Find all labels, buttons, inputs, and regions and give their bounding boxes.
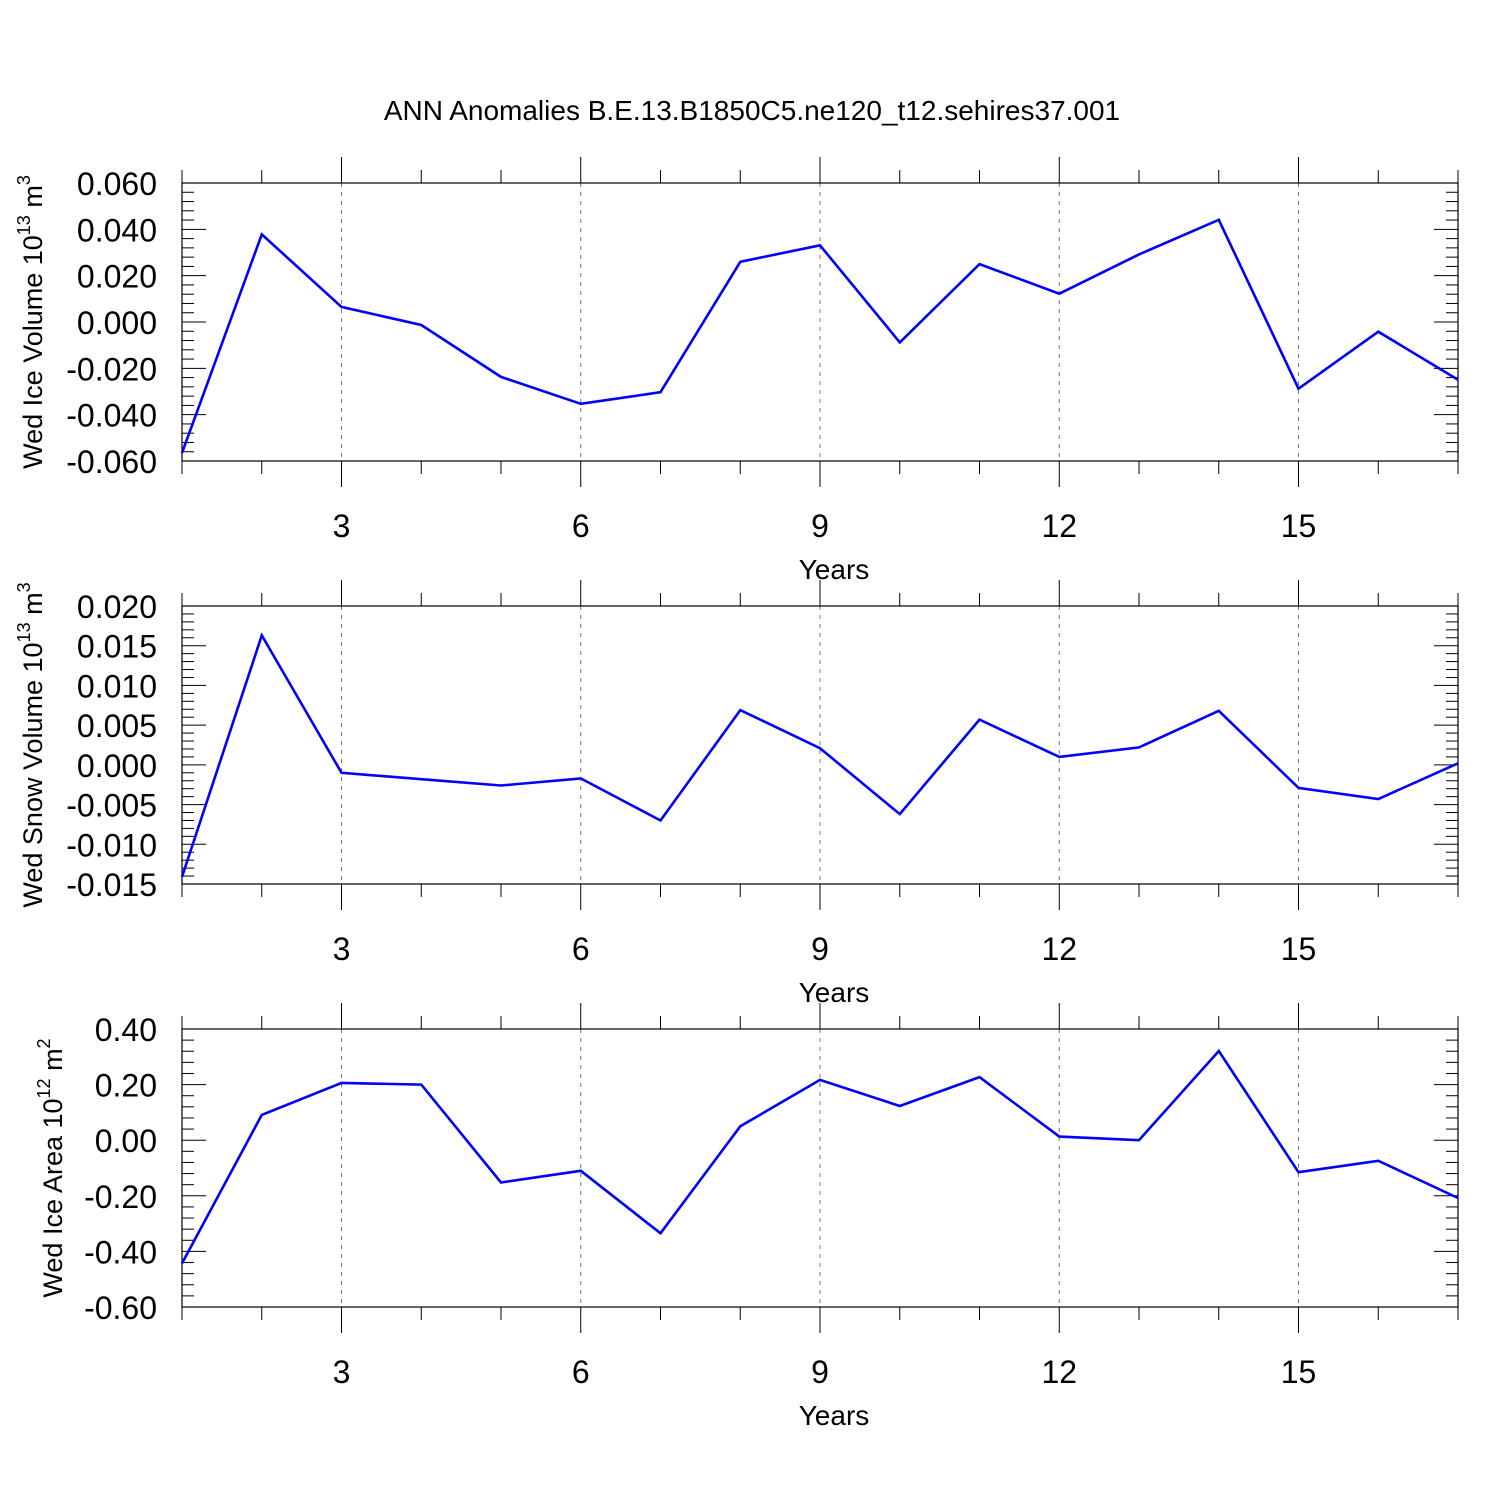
x-axis-label: Years (799, 1400, 870, 1431)
y-tick-label: 0.020 (77, 259, 157, 295)
x-tick-label: 3 (333, 1354, 351, 1390)
panel-3: -0.60 -0.40 -0.20 0.00 0.20 0.40 3 6 9 12 15 Years W… (34, 1003, 1459, 1431)
y-axis-label: Wed Ice Area 1012 m2 (34, 1038, 68, 1297)
y-tick-label: -0.40 (84, 1234, 157, 1270)
y-tick-label: -0.005 (66, 788, 157, 824)
y-tick-label: 0.020 (77, 589, 157, 625)
series-line (180, 218, 1459, 454)
x-tick-label: 9 (811, 931, 829, 967)
y-axis-label-suffix: m (18, 592, 48, 622)
x-tick-label: 6 (572, 508, 590, 544)
x-tick-label: 15 (1281, 1354, 1317, 1390)
y-tick-label: 0.015 (77, 629, 157, 665)
y-axis-label-exponent: 13 (14, 215, 34, 235)
x-tick-label: 9 (811, 508, 829, 544)
panels: -0.060 -0.040 -0.020 0.000 0.020 0.040 0.060 3 6… (14, 157, 1459, 1431)
x-axis-label: Years (799, 554, 870, 585)
chart-title: ANN Anomalies B.E.13.B1850C5.ne120_t12.s… (384, 95, 1120, 126)
y-tick-label: 0.040 (77, 212, 157, 248)
y-axis-label-unit-exponent: 2 (34, 1038, 54, 1048)
y-axis-label-suffix: m (38, 1048, 68, 1078)
y-axis-label-prefix: Wed Ice Volume 10 (18, 235, 48, 469)
y-axis-label-exponent: 12 (34, 1078, 54, 1098)
y-tick-label: 0.40 (95, 1012, 157, 1048)
series-line (180, 1048, 1459, 1265)
x-axis-label: Years (799, 977, 870, 1008)
x-tick-label: 15 (1281, 931, 1317, 967)
y-axis-label-exponent: 13 (14, 622, 34, 642)
x-tick-label: 9 (811, 1354, 829, 1390)
x-tick-label: 3 (333, 931, 351, 967)
panel-1: -0.060 -0.040 -0.020 0.000 0.020 0.040 0.060 3 6… (14, 157, 1459, 585)
x-tick-label: 12 (1041, 931, 1077, 967)
y-tick-label: -0.20 (84, 1179, 157, 1215)
y-axis-label-unit-exponent: 3 (14, 582, 34, 592)
x-tick-label: 3 (333, 508, 351, 544)
y-axis-label-suffix: m (18, 185, 48, 215)
x-tick-label: 12 (1041, 508, 1077, 544)
y-tick-label: 0.00 (95, 1123, 157, 1159)
x-tick-label: 12 (1041, 1354, 1077, 1390)
y-tick-label: 0.005 (77, 708, 157, 744)
y-tick-label: -0.015 (66, 867, 157, 903)
y-tick-label: -0.040 (66, 398, 157, 434)
series-line (180, 632, 1459, 878)
x-tick-label: 15 (1281, 508, 1317, 544)
y-axis-label: Wed Snow Volume 1013 m3 (14, 582, 48, 907)
y-axis-label-prefix: Wed Ice Area 10 (38, 1098, 68, 1297)
y-axis-label: Wed Ice Volume 1013 m3 (14, 175, 48, 469)
y-tick-label: -0.060 (66, 444, 157, 480)
y-tick-label: 0.000 (77, 305, 157, 341)
y-tick-label: -0.60 (84, 1290, 157, 1326)
y-tick-label: 0.000 (77, 748, 157, 784)
y-axis-label-unit-exponent: 3 (14, 175, 34, 185)
y-tick-label: -0.010 (66, 827, 157, 863)
y-tick-label: 0.010 (77, 668, 157, 704)
y-axis-label-prefix: Wed Snow Volume 10 (18, 642, 48, 907)
x-tick-label: 6 (572, 1354, 590, 1390)
x-tick-label: 6 (572, 931, 590, 967)
y-tick-label: 0.060 (77, 166, 157, 202)
y-tick-label: 0.20 (95, 1068, 157, 1104)
y-tick-label: -0.020 (66, 351, 157, 387)
